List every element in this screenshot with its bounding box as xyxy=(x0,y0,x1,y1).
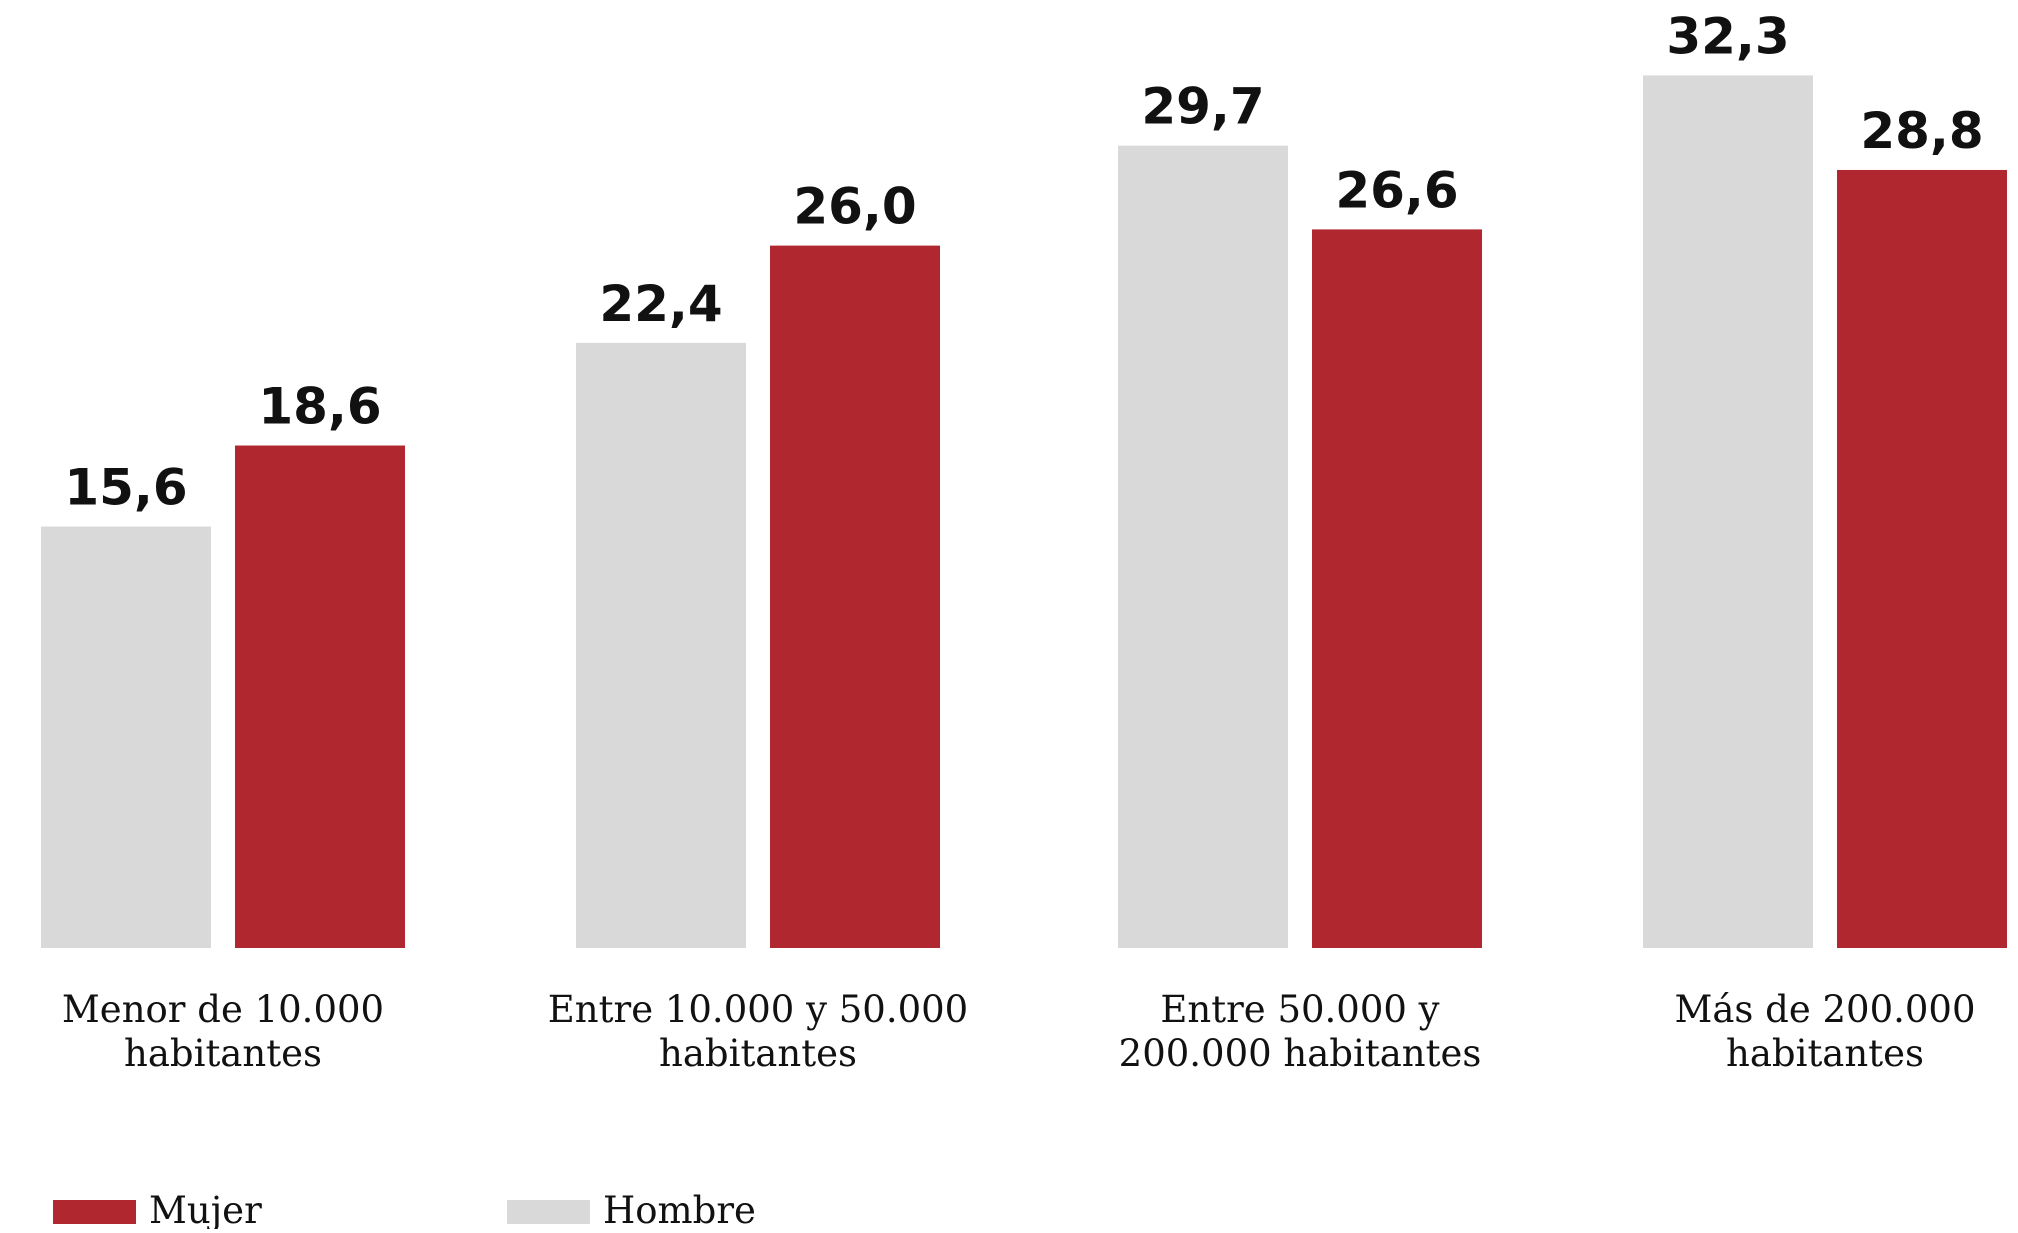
bar-hombre-3 xyxy=(1118,145,1288,948)
legend-swatch-mujer xyxy=(53,1200,136,1224)
category-label-4-line-1: Más de 200.000 xyxy=(1674,988,1975,1031)
category-label-4-line-2: habitantes xyxy=(1726,1032,1924,1075)
bar-hombre-4 xyxy=(1643,75,1813,948)
legend-label-hombre: Hombre xyxy=(603,1189,756,1229)
legend: Mujer Hombre xyxy=(53,1189,756,1232)
bar-hombre-2 xyxy=(576,342,746,948)
category-label-1-line-2: habitantes xyxy=(124,1032,322,1075)
bar-mujer-3 xyxy=(1312,229,1482,949)
category-label-2-line-1: Entre 10.000 y 50.000 xyxy=(548,988,968,1031)
category-label-1-line-1: Menor de 10.000 xyxy=(62,988,384,1031)
value-label-hombre-3: 29,7 xyxy=(1141,78,1264,136)
legend-swatch-hombre xyxy=(507,1200,590,1224)
category-label-3-line-1: Entre 50.000 y xyxy=(1160,988,1439,1031)
bar-mujer-1 xyxy=(235,445,405,948)
value-label-mujer-1: 18,6 xyxy=(258,378,381,436)
category-label-3-line-2: 200.000 habitantes xyxy=(1119,1032,1482,1075)
legend-label-mujer: Mujer xyxy=(149,1189,262,1229)
value-label-hombre-4: 32,3 xyxy=(1666,7,1789,65)
value-label-mujer-4: 28,8 xyxy=(1860,102,1983,160)
category-label-2-line-2: habitantes xyxy=(659,1032,857,1075)
value-label-mujer-3: 26,6 xyxy=(1335,161,1458,219)
bars-layer xyxy=(41,75,2007,949)
value-labels-layer: 15,6 18,6 22,4 26,0 29,7 26,6 32,3 28,8 xyxy=(64,7,1983,516)
bar-mujer-2 xyxy=(770,245,940,948)
value-label-hombre-2: 22,4 xyxy=(599,275,722,333)
bar-mujer-4 xyxy=(1837,169,2007,948)
value-label-mujer-2: 26,0 xyxy=(793,178,916,236)
value-label-hombre-1: 15,6 xyxy=(64,459,187,517)
bar-hombre-1 xyxy=(41,526,211,948)
